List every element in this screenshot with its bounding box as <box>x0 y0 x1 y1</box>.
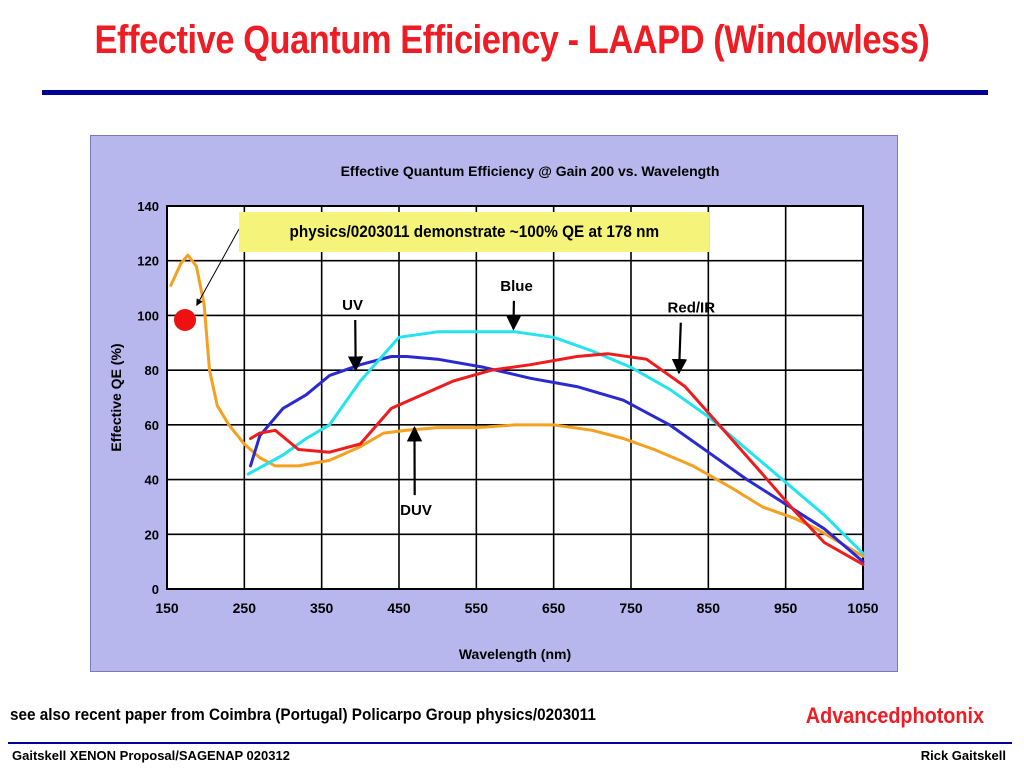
plot-area <box>167 206 863 589</box>
footer-right: Rick Gaitskell <box>920 748 1006 763</box>
annotation-label-duv: DUV <box>400 502 432 519</box>
slide-title: Effective Quantum Efficiency - LAAPD (Wi… <box>94 18 930 62</box>
brand-name: Advancedphotonix <box>805 703 984 728</box>
footer-divider <box>8 742 1012 744</box>
y-tick-label: 60 <box>145 418 159 433</box>
x-tick-label: 1050 <box>847 600 878 616</box>
annotation-arrow <box>671 322 688 375</box>
y-axis-label: Effective QE (%) <box>108 343 124 451</box>
x-tick-label: 750 <box>619 600 643 616</box>
annotation-label-blue: Blue <box>500 278 533 295</box>
plot-frame <box>166 205 864 590</box>
qe-chart: 150 250 350 450 550 650 750 850 950 1050 0 20 40 60 80… <box>108 163 879 662</box>
x-axis-label: Wavelength (nm) <box>459 646 571 662</box>
x-tick-label: 250 <box>233 600 257 616</box>
x-tick-label: 450 <box>387 600 411 616</box>
x-tick-label: 350 <box>310 600 334 616</box>
y-tick-label: 40 <box>145 473 159 488</box>
qe-178nm-marker <box>174 309 196 331</box>
chart-title: Effective Quantum Efficiency @ Gain 200 … <box>341 163 720 179</box>
x-tick-label: 950 <box>774 600 798 616</box>
title-divider <box>42 90 988 95</box>
qe-note-text: physics/0203011 demonstrate ~100% QE at … <box>289 222 659 241</box>
y-tick-label: 100 <box>137 308 159 323</box>
footer-left: Gaitskell XENON Proposal/SAGENAP 020312 <box>12 748 290 763</box>
series-line-red-ir <box>249 352 865 566</box>
x-tick-label: 550 <box>465 600 489 616</box>
annotation-label-red-ir: Red/IR <box>668 300 716 317</box>
y-tick-label: 80 <box>145 363 159 378</box>
qe-note-box: physics/0203011 demonstrate ~100% QE at … <box>239 212 709 252</box>
series-line-duv <box>169 253 865 558</box>
x-tick-label: 850 <box>697 600 721 616</box>
y-tick-label: 120 <box>137 254 159 269</box>
annotation-label-uv: UV <box>342 297 363 314</box>
series-line-uv <box>249 355 865 564</box>
y-tick-label: 20 <box>145 527 159 542</box>
x-tick-label: 650 <box>542 600 566 616</box>
y-tick-label: 140 <box>137 199 159 214</box>
note-pointer-arrow <box>196 228 240 307</box>
series-line-blue <box>246 330 865 555</box>
y-tick-label: 0 <box>152 582 159 597</box>
footnote: see also recent paper from Coimbra (Port… <box>10 705 596 724</box>
x-tick-label: 150 <box>155 600 179 616</box>
